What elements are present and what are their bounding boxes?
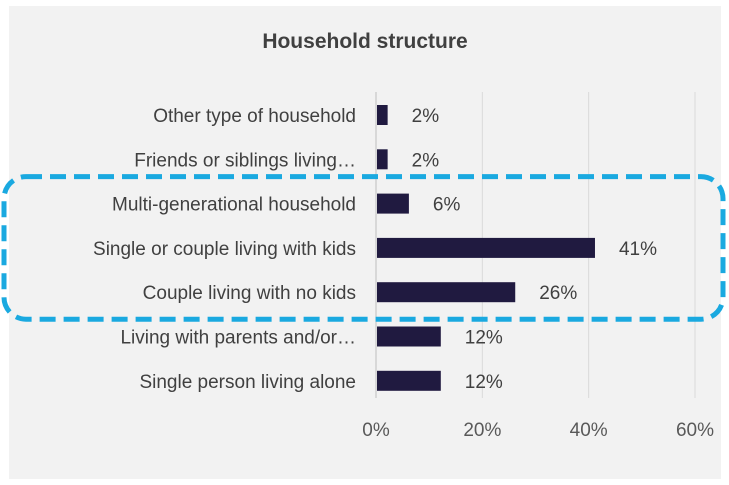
category-label: Single or couple living with kids xyxy=(93,239,356,260)
chart-title: Household structure xyxy=(262,30,468,53)
category-label: Single person living alone xyxy=(139,372,356,393)
chart-background xyxy=(9,6,721,479)
bar xyxy=(377,237,595,258)
highlight-box xyxy=(1,174,726,322)
x-tick-label: 60% xyxy=(676,420,714,441)
data-label: 12% xyxy=(465,372,503,393)
category-label: Other type of household xyxy=(153,106,356,127)
bar xyxy=(377,193,409,214)
data-label: 41% xyxy=(619,239,657,260)
category-label: Friends or siblings living… xyxy=(134,150,356,171)
bar xyxy=(377,149,388,170)
x-tick-label: 20% xyxy=(463,420,501,441)
category-label: Couple living with no kids xyxy=(143,283,356,304)
x-tick-label: 0% xyxy=(362,420,390,441)
category-label: Living with parents and/or… xyxy=(120,328,356,349)
data-label: 6% xyxy=(433,195,461,216)
data-label: 12% xyxy=(465,328,503,349)
bar xyxy=(377,326,441,347)
bar xyxy=(377,105,388,125)
data-label: 2% xyxy=(412,106,440,127)
data-label: 26% xyxy=(539,283,577,304)
bar xyxy=(377,282,516,303)
x-tick-label: 40% xyxy=(570,420,608,441)
data-label: 2% xyxy=(412,150,440,171)
category-label: Multi-generational household xyxy=(112,195,356,216)
bar xyxy=(377,370,441,391)
